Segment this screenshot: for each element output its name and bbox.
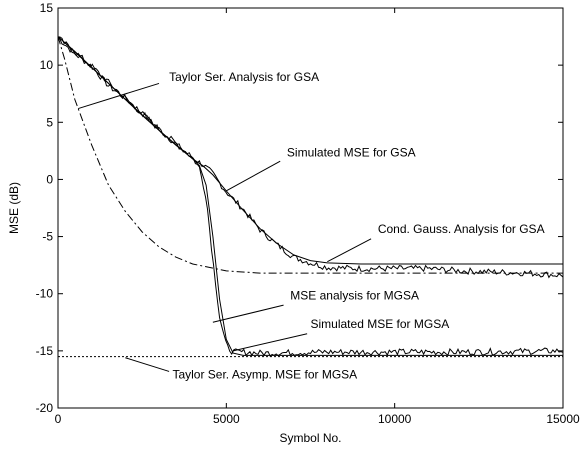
y-tick-label: 5: [46, 115, 53, 129]
annotation-label: MSE analysis for MGSA: [290, 288, 419, 302]
x-tick-label: 10000: [378, 412, 412, 426]
y-tick-label: -5: [42, 230, 53, 244]
y-tick-label: 15: [40, 1, 54, 15]
y-axis-label: MSE (dB): [7, 182, 21, 234]
annotation-leader: [232, 333, 308, 352]
series-line-5: [58, 36, 563, 357]
annotation-label: Cond. Gauss. Analysis for GSA: [378, 222, 545, 236]
y-tick-label: 10: [40, 58, 54, 72]
annotation-label: Simulated MSE for MGSA: [311, 317, 450, 331]
annotation-leader: [125, 357, 170, 372]
annotation-label: Simulated MSE for GSA: [287, 146, 416, 160]
y-tick-label: -20: [36, 401, 54, 415]
annotation-leader: [212, 304, 284, 323]
y-tick-label: 0: [46, 172, 53, 186]
series-line-3: [58, 36, 563, 274]
y-tick-label: -15: [36, 344, 54, 358]
annotation-label: Taylor Ser. Asymp. MSE for MGSA: [172, 367, 357, 381]
annotation-leader: [226, 160, 281, 192]
series-line-4: [58, 36, 563, 356]
x-tick-label: 0: [55, 412, 62, 426]
x-tick-label: 15000: [546, 412, 580, 426]
annotation-leader: [327, 238, 372, 263]
plot-area: [57, 7, 564, 409]
annotation-leader: [78, 82, 160, 110]
x-tick-label: 5000: [213, 412, 240, 426]
y-tick-label: -10: [36, 287, 54, 301]
annotation-label: Taylor Ser. Analysis for GSA: [169, 70, 319, 84]
x-axis-label: Symbol No.: [279, 431, 341, 445]
